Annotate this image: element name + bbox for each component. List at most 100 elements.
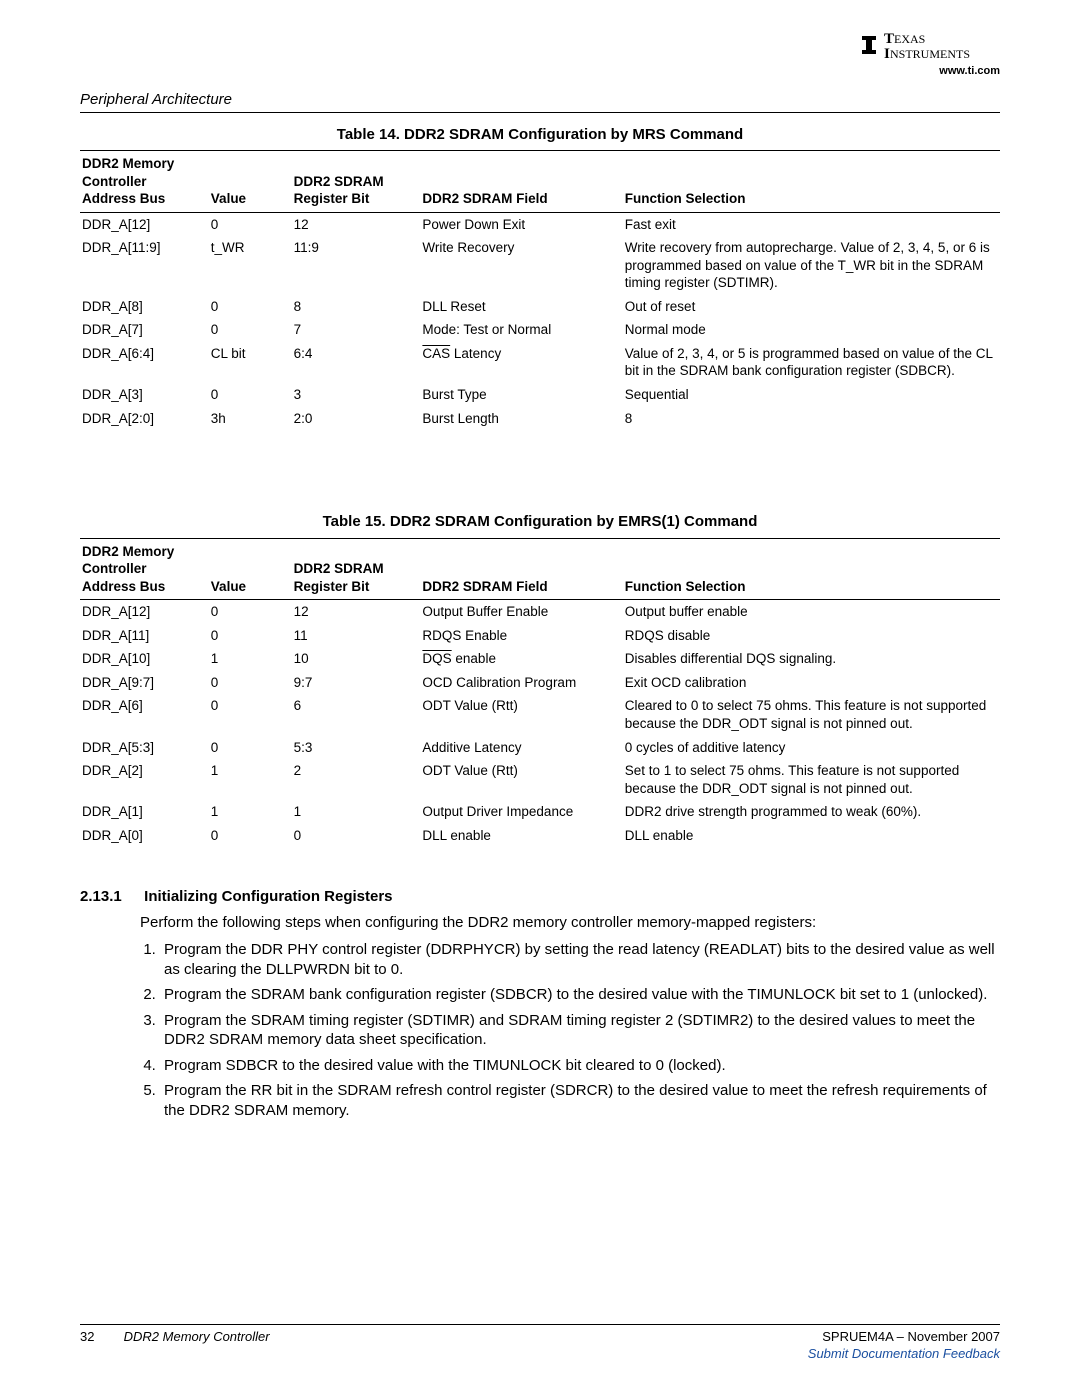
table-row: DDR_A[10]110DQS enableDisables different…	[80, 647, 1000, 671]
step-item: Program the SDRAM bank configuration reg…	[160, 985, 1000, 1005]
table-cell: ODT Value (Rtt)	[420, 694, 622, 735]
table-cell: DDR_A[2:0]	[80, 407, 209, 431]
table-cell: 0	[292, 824, 421, 848]
table-cell: DDR_A[2]	[80, 759, 209, 800]
table-cell: RDQS Enable	[420, 624, 622, 648]
table15: DDR2 MemoryControllerAddress Bus Value D…	[80, 538, 1000, 848]
table-cell: 0	[209, 694, 292, 735]
table-cell: Cleared to 0 to select 75 ohms. This fea…	[623, 694, 1000, 735]
table-cell: Output buffer enable	[623, 600, 1000, 624]
step-item: Program the DDR PHY control register (DD…	[160, 940, 1000, 979]
table-cell: DDR_A[9:7]	[80, 671, 209, 695]
table-cell: DDR_A[0]	[80, 824, 209, 848]
table-cell: DDR_A[7]	[80, 318, 209, 342]
table-cell: 0	[209, 624, 292, 648]
th-field: DDR2 SDRAM Field	[420, 151, 622, 213]
table-cell: 9:7	[292, 671, 421, 695]
th-func: Function Selection	[623, 151, 1000, 213]
table-cell: Normal mode	[623, 318, 1000, 342]
table-cell: OCD Calibration Program	[420, 671, 622, 695]
table-cell: Power Down Exit	[420, 212, 622, 236]
table-cell: Write recovery from autoprecharge. Value…	[623, 236, 1000, 295]
ti-logo-block: T EXAS I NSTRUMENTS www.ti.com	[860, 28, 1000, 78]
table14-title: Table 14. DDR2 SDRAM Configuration by MR…	[80, 125, 1000, 145]
table-cell: 0	[209, 824, 292, 848]
table-cell: Sequential	[623, 383, 1000, 407]
table-cell: 12	[292, 600, 421, 624]
table-cell: 0	[209, 671, 292, 695]
table-cell: 2	[292, 759, 421, 800]
table-cell: 0	[209, 383, 292, 407]
th-func: Function Selection	[623, 538, 1000, 600]
table-row: DDR_A[9:7]09:7OCD Calibration ProgramExi…	[80, 671, 1000, 695]
svg-text:T: T	[884, 31, 894, 47]
table-cell: 8	[292, 295, 421, 319]
table-row: DDR_A[2]12ODT Value (Rtt)Set to 1 to sel…	[80, 759, 1000, 800]
table-cell: 5:3	[292, 736, 421, 760]
logo-url: www.ti.com	[860, 64, 1000, 78]
th-field: DDR2 SDRAM Field	[420, 538, 622, 600]
table-cell: 1	[292, 800, 421, 824]
table-cell: 11:9	[292, 236, 421, 295]
table-cell: DDR_A[6]	[80, 694, 209, 735]
footer-doc-title: DDR2 Memory Controller	[124, 1329, 270, 1344]
table-cell: DLL enable	[420, 824, 622, 848]
page-header: Peripheral Architecture	[80, 90, 1000, 113]
th-addr: DDR2 MemoryControllerAddress Bus	[80, 151, 209, 213]
table-cell: DDR_A[12]	[80, 600, 209, 624]
table-cell: 1	[209, 647, 292, 671]
table-cell: ODT Value (Rtt)	[420, 759, 622, 800]
table-cell: DQS enable	[420, 647, 622, 671]
table-cell: DDR_A[11]	[80, 624, 209, 648]
page-footer: 32 DDR2 Memory Controller SPRUEM4A – Nov…	[80, 1324, 1000, 1363]
footer-right: SPRUEM4A – November 2007 Submit Document…	[808, 1329, 1000, 1363]
table15-header-row: DDR2 MemoryControllerAddress Bus Value D…	[80, 538, 1000, 600]
table-row: DDR_A[6]06ODT Value (Rtt)Cleared to 0 to…	[80, 694, 1000, 735]
section-number: 2.13.1	[80, 887, 140, 907]
th-addr: DDR2 MemoryControllerAddress Bus	[80, 538, 209, 600]
table-cell: t_WR	[209, 236, 292, 295]
table-row: DDR_A[1]11Output Driver ImpedanceDDR2 dr…	[80, 800, 1000, 824]
footer-feedback-link[interactable]: Submit Documentation Feedback	[808, 1346, 1000, 1361]
table14-header-row: DDR2 MemoryControllerAddress Bus Value D…	[80, 151, 1000, 213]
table-cell: DDR_A[1]	[80, 800, 209, 824]
section-intro: Perform the following steps when configu…	[140, 913, 1000, 933]
table-cell: 8	[623, 407, 1000, 431]
svg-text:NSTRUMENTS: NSTRUMENTS	[890, 47, 970, 61]
table-cell: 0	[209, 295, 292, 319]
steps-list: Program the DDR PHY control register (DD…	[140, 940, 1000, 1120]
table-cell: 3	[292, 383, 421, 407]
table-cell: 1	[209, 759, 292, 800]
table-cell: Out of reset	[623, 295, 1000, 319]
table-row: DDR_A[0]00DLL enableDLL enable	[80, 824, 1000, 848]
table-cell: 6	[292, 694, 421, 735]
table-cell: DDR_A[12]	[80, 212, 209, 236]
table-row: DDR_A[2:0]3h2:0Burst Length8	[80, 407, 1000, 431]
footer-left: 32 DDR2 Memory Controller	[80, 1329, 270, 1346]
table-cell: 11	[292, 624, 421, 648]
table-row: DDR_A[12]012Output Buffer EnableOutput b…	[80, 600, 1000, 624]
table-cell: Output Buffer Enable	[420, 600, 622, 624]
table-cell: Value of 2, 3, 4, or 5 is programmed bas…	[623, 342, 1000, 383]
th-reg: DDR2 SDRAMRegister Bit	[292, 538, 421, 600]
table-cell: CAS Latency	[420, 342, 622, 383]
table-cell: 7	[292, 318, 421, 342]
table-cell: 12	[292, 212, 421, 236]
th-val: Value	[209, 151, 292, 213]
table14: DDR2 MemoryControllerAddress Bus Value D…	[80, 150, 1000, 430]
th-val: Value	[209, 538, 292, 600]
ti-logo-icon: T EXAS I NSTRUMENTS	[860, 28, 1000, 62]
table-cell: Write Recovery	[420, 236, 622, 295]
table-cell: Mode: Test or Normal	[420, 318, 622, 342]
step-item: Program the SDRAM timing register (SDTIM…	[160, 1011, 1000, 1050]
table-row: DDR_A[12]012Power Down ExitFast exit	[80, 212, 1000, 236]
table-cell: DDR_A[11:9]	[80, 236, 209, 295]
table-cell: 0	[209, 736, 292, 760]
table-row: DDR_A[7]07Mode: Test or NormalNormal mod…	[80, 318, 1000, 342]
table-cell: CL bit	[209, 342, 292, 383]
section-title: Initializing Configuration Registers	[144, 888, 392, 905]
table-cell: Burst Type	[420, 383, 622, 407]
table-cell: Exit OCD calibration	[623, 671, 1000, 695]
table-cell: Additive Latency	[420, 736, 622, 760]
table-cell: Disables differential DQS signaling.	[623, 647, 1000, 671]
